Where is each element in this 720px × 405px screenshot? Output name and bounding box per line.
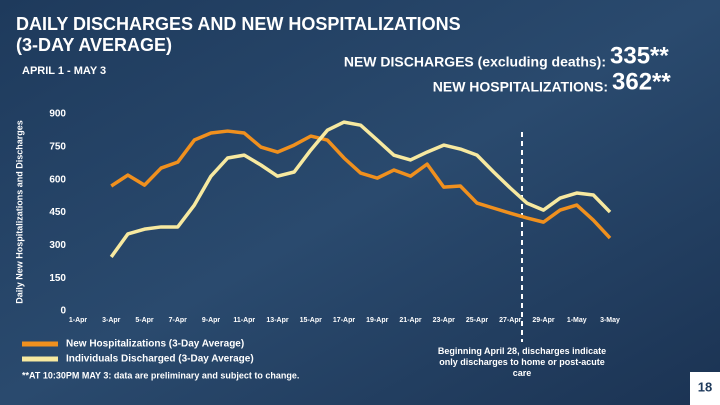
x-tick-label: 7-Apr [169, 317, 188, 324]
footnote: **AT 10:30PM MAY 3: data are preliminary… [22, 370, 299, 380]
page-badge [690, 372, 720, 405]
annotation-box: Beginning April 28, discharges indicate … [437, 346, 607, 378]
y-tick-label: 750 [49, 141, 66, 152]
y-tick-label: 900 [49, 109, 66, 120]
x-tick-label: 1-May [567, 317, 587, 324]
series-line [110, 129, 612, 240]
x-tick-label: 23-Apr [433, 317, 455, 324]
stat-value: 335** [610, 42, 669, 69]
y-axis-label: Daily New Hospitalizations and Discharge… [14, 120, 24, 304]
page-number: 18 [698, 379, 712, 394]
series-line [109, 120, 612, 258]
x-tick-label: 27-Apr [499, 317, 521, 324]
x-tick-label: 21-Apr [399, 317, 421, 324]
x-tick-label: 5-Apr [135, 317, 154, 324]
x-tick-label: 15-Apr [300, 317, 322, 324]
x-tick-label: 3-May [600, 317, 620, 324]
x-tick-label: 11-Apr [233, 317, 255, 324]
x-tick-label: 29-Apr [532, 317, 554, 324]
legend-label: Individuals Discharged (3-Day Average) [66, 354, 254, 365]
annotation: Beginning April 28, discharges indicate … [437, 346, 607, 378]
y-tick-label: 450 [49, 207, 66, 218]
x-tick-label: 13-Apr [266, 317, 288, 324]
legend-label: New Hospitalizations (3-Day Average) [66, 339, 244, 350]
subtitle: APRIL 1 - MAY 3 [22, 65, 106, 77]
x-tick-label: 19-Apr [366, 317, 388, 324]
x-tick-label: 17-Apr [333, 317, 355, 324]
x-tick-label: 3-Apr [102, 317, 121, 324]
x-tick-label: 25-Apr [466, 317, 488, 324]
stat-label: NEW HOSPITALIZATIONS: [433, 79, 608, 95]
x-tick-label: 1-Apr [69, 317, 88, 324]
y-tick-label: 600 [49, 174, 66, 185]
y-tick-label: 150 [49, 273, 66, 284]
stat-label: NEW DISCHARGES (excluding deaths): [344, 54, 606, 70]
y-tick-label: 300 [49, 240, 66, 251]
stat-value: 362** [612, 68, 671, 95]
chart-title-line2: (3-DAY AVERAGE) [16, 35, 172, 55]
x-tick-label: 9-Apr [202, 317, 221, 324]
chart-title: DAILY DISCHARGES AND NEW HOSPITALIZATION… [16, 14, 461, 34]
y-tick-label: 0 [60, 306, 66, 317]
